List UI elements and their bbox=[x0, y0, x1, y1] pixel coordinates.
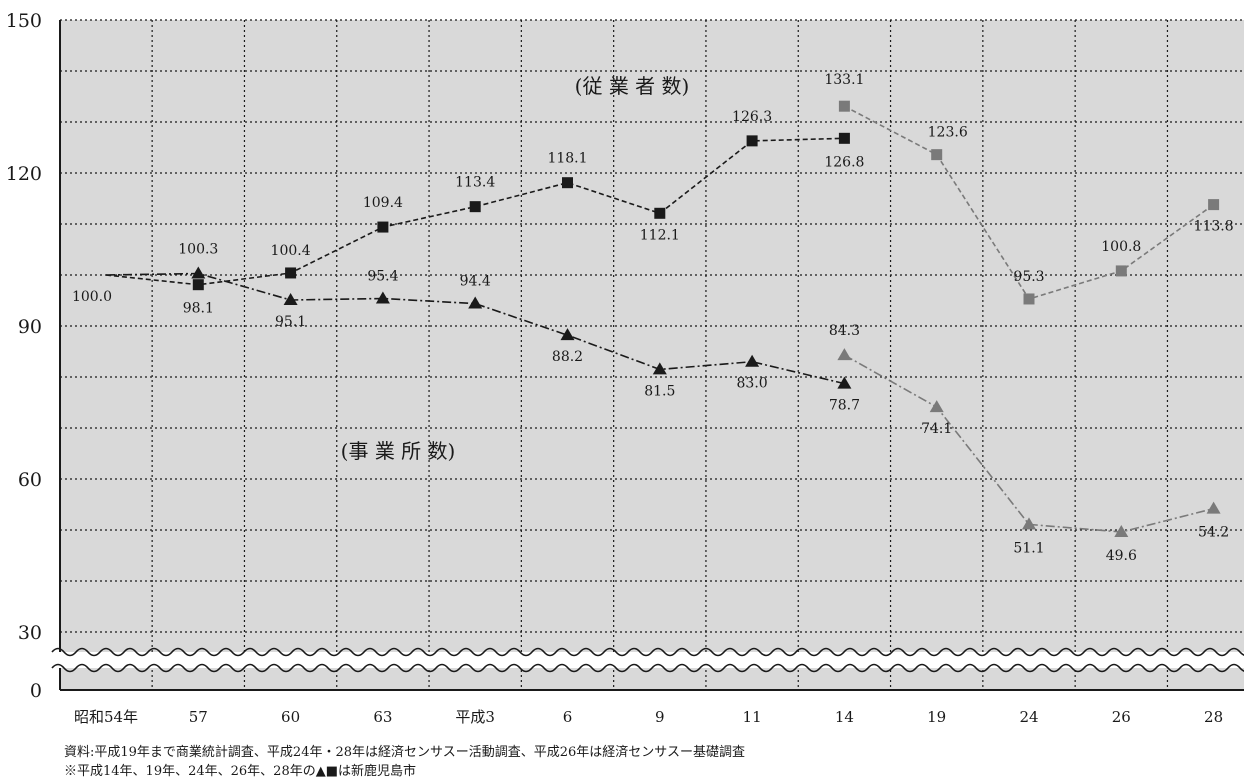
x-tick-label: 60 bbox=[281, 708, 300, 726]
series-markers bbox=[191, 100, 1221, 538]
data-label: 112.1 bbox=[640, 227, 680, 243]
x-tick-label: 9 bbox=[655, 708, 665, 726]
y-tick-label: 90 bbox=[18, 316, 42, 338]
marker-establishments_old bbox=[375, 291, 390, 304]
marker-establishments_new bbox=[1022, 517, 1036, 530]
x-tick-labels: 昭和54年 57 60 63 平成3 6 9 11 14 19 24 26 28 bbox=[74, 708, 1223, 726]
data-label: 95.4 bbox=[367, 268, 398, 284]
marker-establishments_old bbox=[283, 292, 298, 305]
data-label: 100.3 bbox=[178, 241, 218, 257]
marker-establishments_new bbox=[837, 348, 852, 361]
data-label: 54.2 bbox=[1198, 525, 1229, 541]
marker-establishments_old bbox=[560, 328, 575, 341]
x-tick-label: 昭和54年 bbox=[74, 708, 138, 726]
y-tick-label: 60 bbox=[18, 469, 42, 491]
marker-employees_old bbox=[654, 207, 666, 219]
marker-establishments_old bbox=[468, 296, 483, 309]
x-tick-label: 6 bbox=[563, 708, 573, 726]
y-tick-label: 0 bbox=[30, 680, 42, 702]
data-label: 113.8 bbox=[1194, 219, 1234, 235]
marker-employees_new bbox=[931, 149, 943, 161]
data-label: 100.4 bbox=[271, 243, 311, 259]
marker-employees_new bbox=[1023, 293, 1035, 305]
series-label-employees: (従 業 者 数) bbox=[575, 74, 690, 98]
data-labels: 100.0 98.1 100.4 109.4 113.4 118.1 112.1 126.3 1… bbox=[72, 72, 1234, 564]
marker-employees_new bbox=[838, 100, 850, 112]
y-tick-label: 150 bbox=[6, 10, 42, 32]
marker-establishments_new bbox=[929, 400, 944, 413]
y-tick-label: 120 bbox=[6, 163, 42, 185]
data-label: 98.1 bbox=[183, 301, 214, 317]
x-tick-label: 63 bbox=[373, 708, 392, 726]
x-tick-label: 24 bbox=[1019, 708, 1038, 726]
data-label: 100.0 bbox=[72, 289, 112, 305]
marker-employees_old bbox=[746, 135, 758, 147]
marker-employees_old bbox=[562, 177, 573, 189]
marker-establishments_old bbox=[652, 362, 667, 375]
x-tick-label: 28 bbox=[1204, 708, 1223, 726]
marker-establishments_old bbox=[837, 376, 852, 389]
line-establishments_old bbox=[105, 272, 845, 385]
data-label: 84.3 bbox=[829, 323, 860, 339]
marker-establishments_old bbox=[191, 266, 206, 279]
data-label: 126.8 bbox=[824, 154, 864, 170]
marker-establishments_old bbox=[745, 354, 760, 367]
data-label: 81.5 bbox=[644, 383, 675, 399]
plot-background bbox=[60, 20, 1244, 690]
x-tick-label: 26 bbox=[1112, 708, 1131, 726]
data-label: 123.6 bbox=[928, 125, 968, 141]
data-label: 113.4 bbox=[455, 175, 495, 191]
x-tick-label: 11 bbox=[743, 708, 762, 726]
x-tick-label: 14 bbox=[835, 708, 854, 726]
city-note: ※平成14年、19年、24年、26年、28年の▲■は新鹿児島市 bbox=[64, 764, 416, 779]
data-label: 51.1 bbox=[1013, 540, 1044, 556]
marker-employees_old bbox=[192, 279, 204, 291]
axis-break-wave-bottom bbox=[51, 663, 1244, 673]
y-tick-labels: 0 30 60 90 120 150 bbox=[6, 10, 42, 702]
data-label: 94.4 bbox=[460, 274, 491, 290]
marker-establishments_new bbox=[1114, 525, 1129, 538]
source-note: 資料:平成19年まで商業統計調査、平成24年・28年は経済センサスー活動調査、平… bbox=[64, 745, 746, 760]
x-tick-label: 平成3 bbox=[455, 708, 495, 726]
data-label: 88.2 bbox=[552, 349, 583, 365]
x-tick-label: 57 bbox=[189, 708, 208, 726]
data-label: 109.4 bbox=[363, 195, 403, 211]
line-employees_old bbox=[105, 137, 845, 286]
data-label: 83.0 bbox=[737, 376, 768, 392]
y-tick-label: 30 bbox=[18, 622, 42, 644]
data-label: 95.1 bbox=[275, 314, 306, 330]
axes bbox=[59, 20, 1244, 691]
marker-employees_old bbox=[285, 267, 297, 279]
data-label: 78.7 bbox=[829, 398, 860, 414]
data-label: 133.1 bbox=[824, 72, 864, 88]
marker-employees_old bbox=[377, 221, 389, 233]
data-label: 100.8 bbox=[1101, 239, 1141, 255]
data-label: 126.3 bbox=[732, 109, 772, 125]
data-label: 74.1 bbox=[921, 421, 952, 437]
data-label: 95.3 bbox=[1013, 269, 1044, 285]
axis-break bbox=[51, 647, 1244, 673]
marker-employees_new bbox=[1208, 199, 1220, 211]
marker-establishments_new bbox=[1206, 501, 1221, 514]
marker-employees_old bbox=[469, 201, 481, 213]
data-label: 49.6 bbox=[1106, 548, 1137, 564]
series-label-establishments: (事 業 所 数) bbox=[341, 439, 456, 463]
marker-employees_old bbox=[838, 132, 850, 144]
index-line-chart: 100.0 98.1 100.4 109.4 113.4 118.1 112.1 126.3 1… bbox=[6, 10, 1244, 726]
axis-break-wave-top bbox=[51, 647, 1244, 657]
data-label: 118.1 bbox=[547, 151, 587, 167]
grid-lines bbox=[60, 19, 1244, 690]
marker-employees_new bbox=[1115, 265, 1127, 277]
x-tick-label: 19 bbox=[927, 708, 946, 726]
